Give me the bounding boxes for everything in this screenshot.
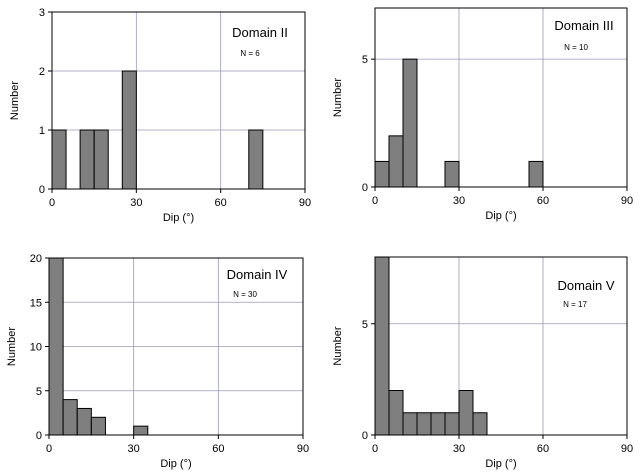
histogram-bar bbox=[416, 412, 432, 436]
y-axis-label: Number bbox=[9, 81, 21, 120]
x-tick-label: 30 bbox=[453, 443, 465, 455]
histogram-bar bbox=[430, 412, 446, 436]
histogram-bar bbox=[458, 390, 474, 436]
x-axis-label: Dip (°) bbox=[485, 210, 516, 222]
histogram-bar bbox=[48, 257, 64, 436]
histogram-bar bbox=[402, 58, 418, 188]
y-tick-label: 0 bbox=[36, 430, 42, 442]
histogram-bar bbox=[388, 390, 404, 436]
y-tick-label: 3 bbox=[39, 7, 45, 19]
histogram-bar bbox=[79, 129, 95, 190]
y-axis-label: Number bbox=[332, 326, 344, 365]
y-tick-label: 5 bbox=[362, 54, 368, 66]
histogram-bar bbox=[62, 399, 78, 436]
x-tick-label: 0 bbox=[372, 443, 378, 455]
chart-panel-3: 0 30 60 90 0 5 10 15 20 Dip (°) Number Domain IV N =… bbox=[6, 253, 309, 470]
y-tick-label: 5 bbox=[362, 319, 368, 331]
histogram-bar bbox=[528, 160, 544, 188]
chart-panel-1: 0 30 60 90 0 1 2 3 Dip (°) Number Domain II N = 6 bbox=[9, 7, 311, 224]
y-tick-label: 10 bbox=[30, 342, 42, 354]
x-tick-label: 30 bbox=[128, 443, 140, 455]
panel-title: Domain IV bbox=[227, 267, 288, 282]
plot-frame bbox=[374, 256, 628, 436]
histogram-bar bbox=[444, 412, 460, 436]
y-axis-label: Number bbox=[332, 78, 344, 117]
sample-size-label: N = 10 bbox=[564, 43, 588, 52]
x-axis-label: Dip (°) bbox=[163, 212, 194, 224]
x-tick-label: 60 bbox=[537, 443, 549, 455]
histogram-bar bbox=[133, 425, 149, 436]
panel-title: Domain V bbox=[557, 278, 614, 293]
panel-title: Domain III bbox=[554, 18, 613, 33]
x-tick-label: 90 bbox=[621, 195, 633, 207]
histogram-bar bbox=[402, 412, 418, 436]
x-tick-label: 30 bbox=[130, 197, 142, 209]
x-tick-label: 0 bbox=[49, 197, 55, 209]
sample-size-label: N = 17 bbox=[563, 300, 587, 309]
x-tick-label: 60 bbox=[215, 197, 227, 209]
histogram-bar bbox=[472, 412, 488, 436]
panel-title: Domain II bbox=[232, 25, 288, 40]
y-tick-label: 20 bbox=[30, 253, 42, 265]
x-tick-label: 60 bbox=[537, 195, 549, 207]
y-tick-label: 0 bbox=[362, 430, 368, 442]
y-tick-label: 0 bbox=[362, 182, 368, 194]
x-tick-label: 90 bbox=[297, 443, 309, 455]
y-tick-label: 2 bbox=[39, 66, 45, 78]
histogram-bar bbox=[374, 160, 390, 188]
y-tick-label: 5 bbox=[36, 386, 42, 398]
histogram-bar bbox=[388, 135, 404, 188]
x-tick-label: 90 bbox=[299, 197, 311, 209]
y-tick-label: 15 bbox=[30, 297, 42, 309]
chart-panel-4: 0 30 60 90 0 5 Dip (°) Number Domain V N = 17 bbox=[332, 256, 633, 470]
histogram-bar bbox=[374, 256, 390, 436]
histogram-bar bbox=[93, 129, 109, 190]
x-tick-label: 90 bbox=[621, 443, 633, 455]
x-tick-label: 60 bbox=[212, 443, 224, 455]
histogram-bar bbox=[248, 129, 264, 190]
histogram-bar bbox=[444, 160, 460, 188]
chart-panel-2: 0 30 60 90 0 5 Dip (°) Number Domain III N = 10 bbox=[332, 7, 633, 222]
x-axis-label: Dip (°) bbox=[485, 458, 516, 470]
plot-frame bbox=[374, 7, 628, 188]
y-axis-label: Number bbox=[6, 327, 18, 366]
x-tick-label: 30 bbox=[453, 195, 465, 207]
histogram-bar bbox=[90, 416, 106, 436]
sample-size-label: N = 6 bbox=[240, 49, 260, 58]
x-tick-label: 0 bbox=[46, 443, 52, 455]
x-axis-label: Dip (°) bbox=[160, 458, 191, 470]
histogram-bar bbox=[76, 407, 92, 436]
y-tick-label: 1 bbox=[39, 125, 45, 137]
y-tick-label: 0 bbox=[39, 184, 45, 196]
histogram-bar bbox=[121, 70, 137, 190]
plot-frame bbox=[51, 11, 306, 190]
histogram-bar bbox=[51, 129, 67, 190]
x-tick-label: 0 bbox=[372, 195, 378, 207]
sample-size-label: N = 30 bbox=[233, 290, 257, 299]
